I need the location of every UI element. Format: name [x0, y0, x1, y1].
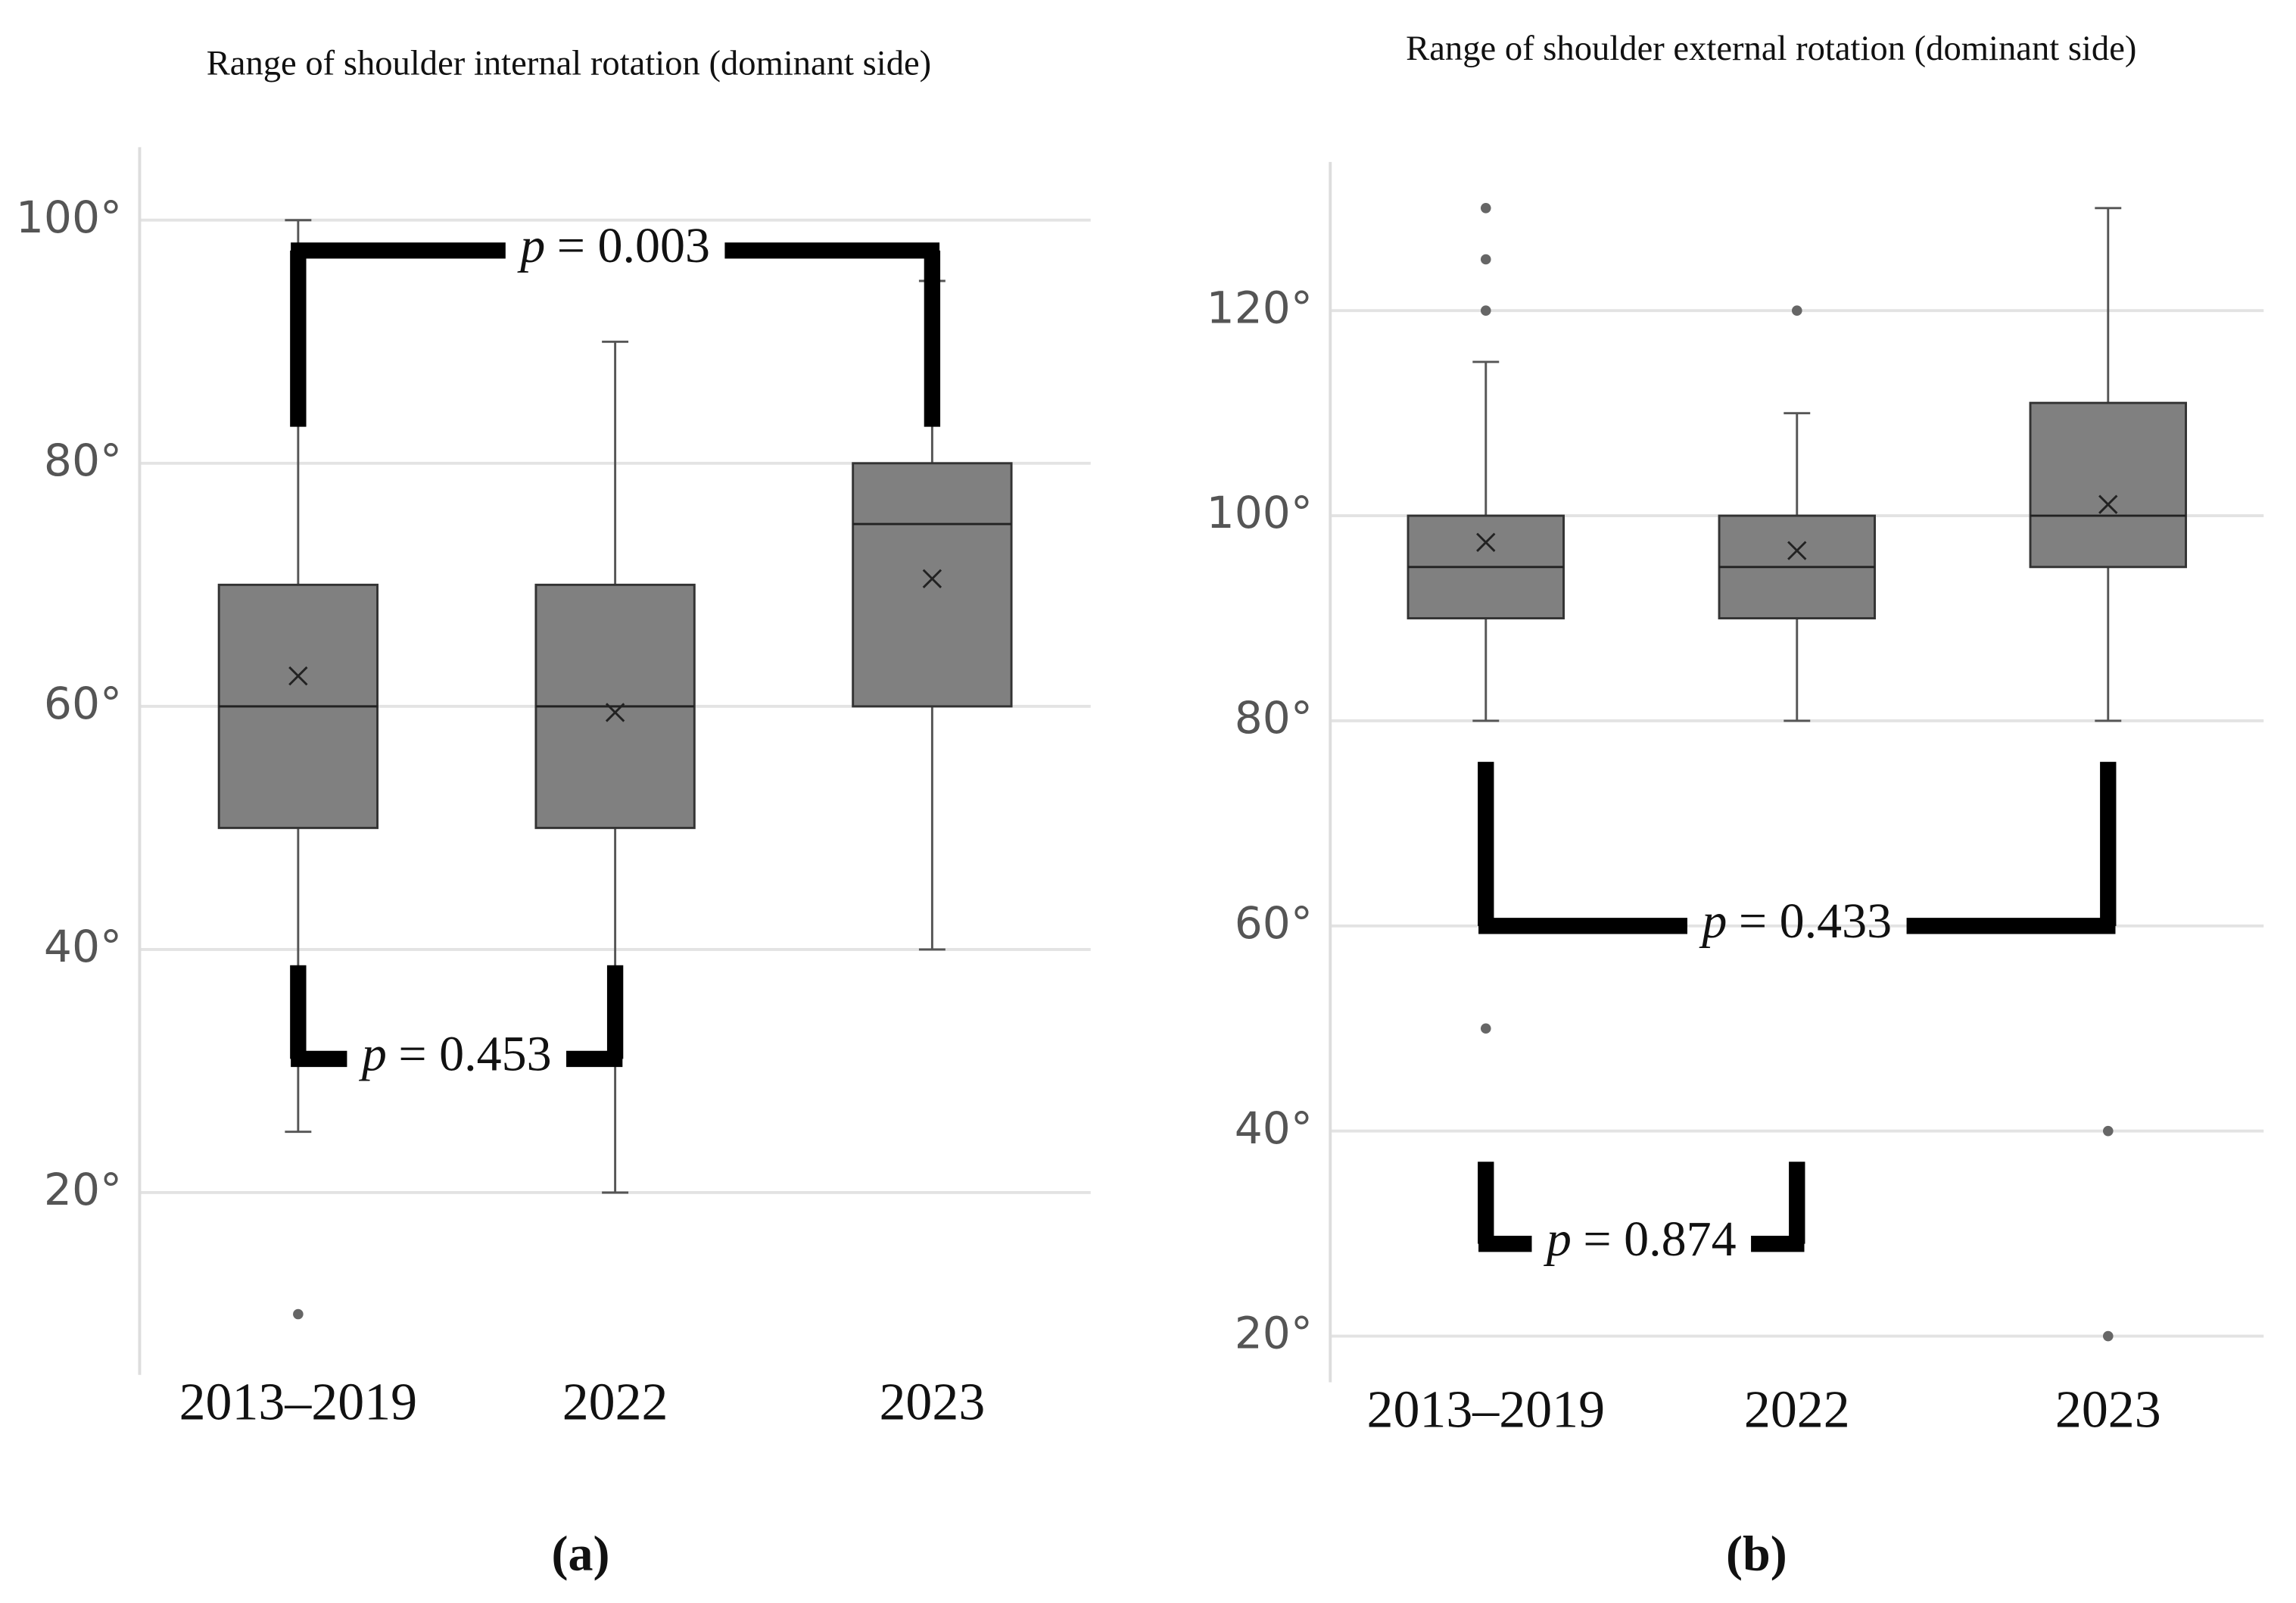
outlier — [1791, 305, 1802, 317]
mean-marker — [1787, 541, 1807, 560]
box — [852, 462, 1013, 708]
chart: Range of shoulder internal rotation (dom… — [16, 43, 1091, 1582]
p-symbol: p — [1544, 1212, 1572, 1267]
x-tick-label: 2013–2019 — [1367, 1380, 1606, 1439]
p-value: = 0.003 — [557, 218, 710, 273]
x-tick-label: 2023 — [2055, 1380, 2161, 1439]
x-tick-label: 2013–2019 — [179, 1374, 418, 1432]
mean-marker — [605, 703, 625, 722]
outlier — [1480, 202, 1491, 214]
mean-marker — [2098, 494, 2118, 514]
chart: Range of shoulder external rotation (dom… — [1207, 29, 2264, 1582]
p-symbol: p — [1699, 894, 1727, 949]
y-tick-label: 120° — [1207, 282, 1313, 333]
caption: (b) — [1726, 1527, 1787, 1582]
y-tick-label: 80° — [44, 435, 122, 486]
chart-title: Range of shoulder external rotation (dom… — [1406, 29, 2136, 68]
y-tick-label: 100° — [1207, 487, 1313, 538]
outlier — [1480, 1023, 1491, 1034]
box — [2029, 401, 2187, 569]
p-value: = 0.453 — [398, 1027, 551, 1082]
caption: (a) — [552, 1527, 610, 1582]
x-tick-label: 2023 — [879, 1374, 985, 1432]
outlier — [1480, 305, 1491, 317]
p-value: = 0.874 — [1583, 1212, 1736, 1267]
y-tick-label: 100° — [16, 192, 122, 243]
p-value: = 0.433 — [1739, 894, 1892, 949]
mean-marker — [922, 569, 942, 588]
p-symbol: p — [517, 218, 545, 273]
y-tick-label: 60° — [1235, 897, 1313, 949]
outlier — [2102, 1330, 2114, 1342]
chart-title: Range of shoulder internal rotation (dom… — [207, 43, 932, 83]
y-tick-label: 20° — [1235, 1308, 1313, 1359]
x-tick-label: 2022 — [1744, 1380, 1850, 1439]
p-symbol: p — [359, 1027, 387, 1082]
outlier — [1480, 254, 1491, 265]
mean-marker — [288, 666, 308, 686]
y-tick-label: 80° — [1235, 692, 1313, 744]
x-tick-label: 2022 — [562, 1374, 668, 1432]
outlier — [2102, 1125, 2114, 1137]
mean-marker — [1476, 532, 1496, 552]
y-tick-label: 40° — [1235, 1102, 1313, 1154]
outlier — [293, 1308, 304, 1320]
y-tick-label: 40° — [44, 921, 122, 972]
y-tick-label: 20° — [44, 1164, 122, 1215]
y-tick-label: 60° — [44, 678, 122, 729]
